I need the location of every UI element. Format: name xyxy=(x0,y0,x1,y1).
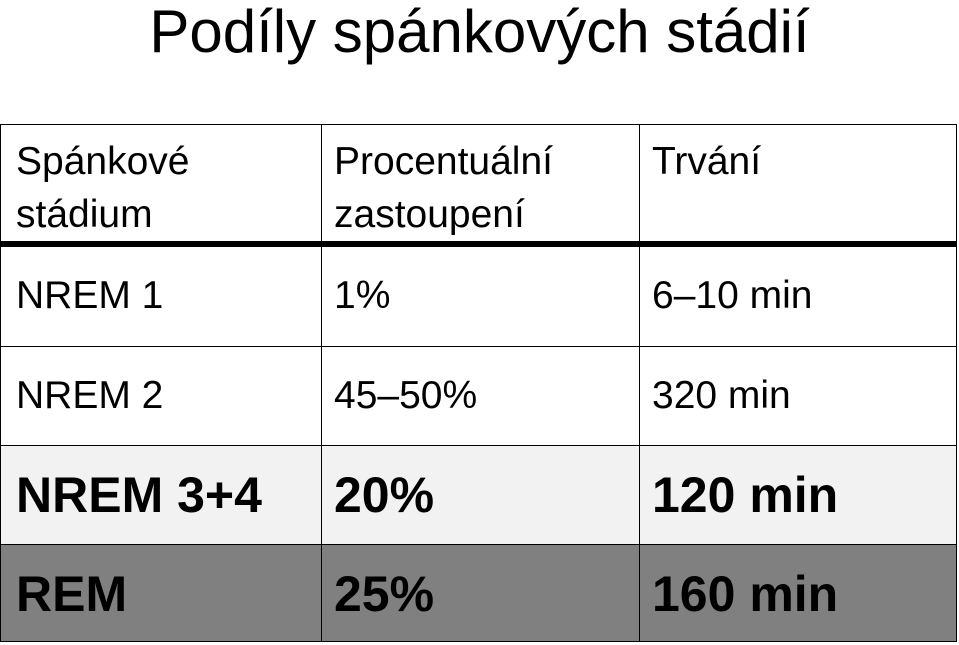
header-cell-stage: Spánkové stádium xyxy=(1,125,321,241)
stage-percentage: 1% xyxy=(334,274,391,317)
stage-duration: 320 min xyxy=(652,374,791,417)
stage-percentage: 45–50% xyxy=(334,374,478,417)
stage-cell: NREM 1 xyxy=(1,247,321,346)
percentage-cell: 25% xyxy=(321,545,639,641)
stage-percentage: 25% xyxy=(334,566,435,622)
percentage-cell: 1% xyxy=(321,247,639,346)
table-header-row: Spánkové stádium Procentuální zastoupení… xyxy=(1,125,956,247)
stage-duration: 120 min xyxy=(652,467,839,523)
duration-cell: 320 min xyxy=(639,347,956,445)
stage-cell: NREM 2 xyxy=(1,347,321,445)
stage-name: NREM 1 xyxy=(16,274,164,317)
stage-name: NREM 2 xyxy=(16,374,164,417)
stage-duration: 6–10 min xyxy=(652,274,813,317)
slide-title: Podíly spánkových stádií xyxy=(149,0,810,65)
percentage-cell: 20% xyxy=(321,446,639,544)
header-cell-percentage: Procentuální zastoupení xyxy=(321,125,639,241)
table-row: NREM 1 1% 6–10 min xyxy=(1,247,956,347)
header-percentage-label: Procentuální zastoupení xyxy=(334,140,553,236)
sleep-stages-table: Spánkové stádium Procentuální zastoupení… xyxy=(0,124,957,642)
duration-cell: 160 min xyxy=(639,545,956,641)
table-row-highlighted: NREM 3+4 20% 120 min xyxy=(1,446,956,545)
duration-cell: 120 min xyxy=(639,446,956,544)
stage-name: REM xyxy=(16,566,128,622)
percentage-cell: 45–50% xyxy=(321,347,639,445)
header-cell-duration: Trvání xyxy=(639,125,956,241)
stage-cell: NREM 3+4 xyxy=(1,446,321,544)
duration-cell: 6–10 min xyxy=(639,247,956,346)
stage-percentage: 20% xyxy=(334,467,435,523)
header-duration-label: Trvání xyxy=(652,140,762,183)
header-stage-label: Spánkové stádium xyxy=(16,140,190,236)
stage-name: NREM 3+4 xyxy=(16,467,262,523)
stage-cell: REM xyxy=(1,545,321,641)
table-row: NREM 2 45–50% 320 min xyxy=(1,347,956,446)
stage-duration: 160 min xyxy=(652,566,839,622)
table-row-shaded: REM 25% 160 min xyxy=(1,545,956,641)
